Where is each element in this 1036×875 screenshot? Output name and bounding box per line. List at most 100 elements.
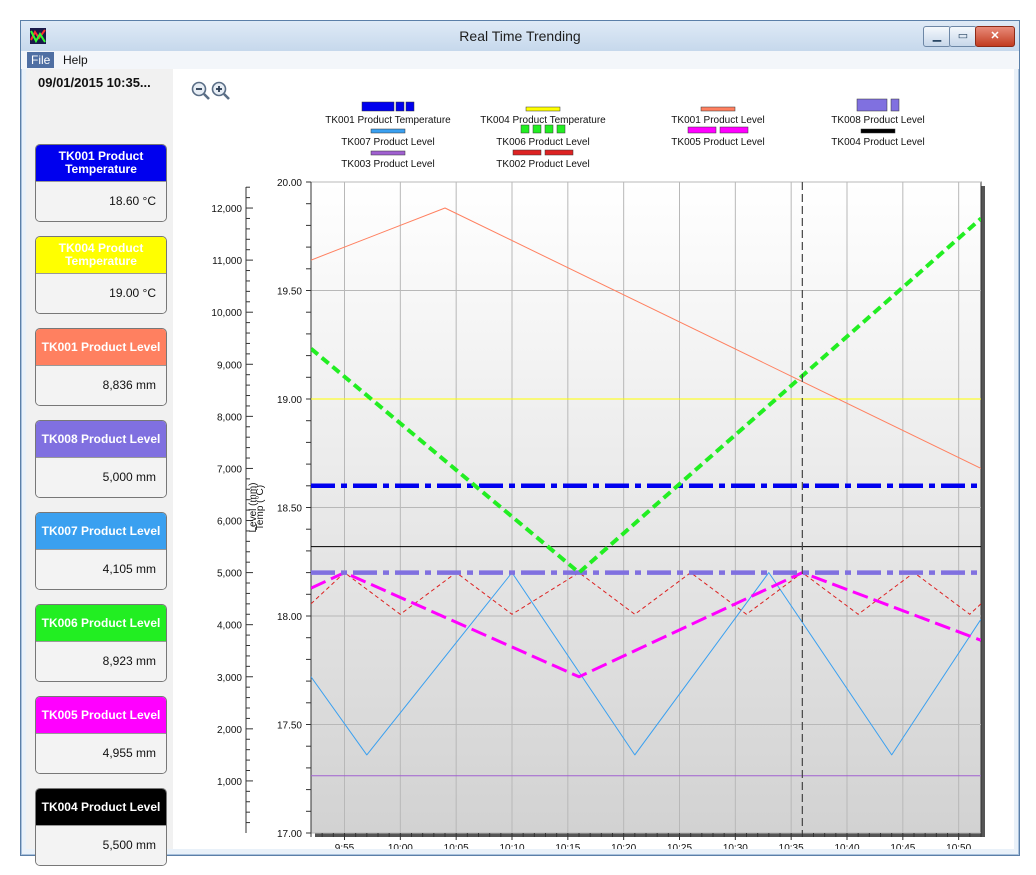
legend-swatch <box>395 101 405 112</box>
temp-tick-label: 20.00 <box>277 178 302 189</box>
x-tick-label: 10:50 <box>946 843 971 849</box>
window-title: Real Time Trending <box>459 28 581 44</box>
legend-label: TK007 Product Level <box>341 137 434 148</box>
legend-label: TK008 Product Level <box>831 115 924 126</box>
tag-panel: 09/01/2015 10:35... TK001 Product Temper… <box>26 69 173 866</box>
temp-tick-label: 19.50 <box>277 287 302 298</box>
tag-tile-label: TK006 Product Level <box>36 605 166 642</box>
close-button[interactable]: ✕ <box>975 26 1015 47</box>
level-tick-label: 6,000 <box>217 517 242 528</box>
x-tick-label: 10:15 <box>555 843 580 849</box>
series-line <box>311 216 981 575</box>
temp-tick-label: 19.00 <box>277 395 302 406</box>
level-axis-label: Level (mm) <box>248 482 259 532</box>
series-line <box>311 572 981 615</box>
tag-tile-value: 19.00 °C <box>36 274 166 313</box>
level-tick-label: 5,000 <box>217 569 242 580</box>
tag-tile-value: 8,836 mm <box>36 366 166 405</box>
tag-tile-value: 18.60 °C <box>36 182 166 221</box>
legend-swatch <box>719 126 749 134</box>
x-tick-label: 10:10 <box>499 843 524 849</box>
legend-swatch <box>544 149 574 156</box>
legend-swatch <box>890 98 900 112</box>
temp-axis-label: Temp (°C) <box>255 485 266 530</box>
level-tick-label: 2,000 <box>217 725 242 736</box>
zoom-in-icon[interactable] <box>211 81 231 101</box>
legend-label: TK004 Product Temperature <box>480 115 606 126</box>
menu-help[interactable]: Help <box>63 53 88 67</box>
legend-swatch <box>544 124 554 134</box>
tag-tile-value: 5,000 mm <box>36 458 166 497</box>
legend-swatch <box>556 124 566 134</box>
tag-tile[interactable]: TK004 Product Temperature 19.00 °C <box>35 236 167 314</box>
x-tick-label: 10:25 <box>667 843 692 849</box>
app-window: Real Time Trending ▁ ▭ ✕ File Help 09/01… <box>20 20 1020 866</box>
tag-tile[interactable]: TK001 Product Temperature 18.60 °C <box>35 144 167 222</box>
legend-label: TK004 Product Level <box>831 137 924 148</box>
app-icon <box>30 28 46 44</box>
temp-tick-label: 17.50 <box>277 721 302 732</box>
x-tick-label: 10:45 <box>890 843 915 849</box>
tag-tile[interactable]: TK006 Product Level 8,923 mm <box>35 604 167 682</box>
legend-swatch <box>525 106 561 112</box>
level-tick-label: 11,000 <box>212 256 242 267</box>
x-tick-label: 10:40 <box>834 843 859 849</box>
chart-area: 9:55 10:00 10:05 10:10 10:15 10:20 10:25 10:30 1… <box>173 69 1014 865</box>
legend-swatch <box>700 106 736 112</box>
legend-swatch <box>687 126 717 134</box>
series-group <box>311 207 981 777</box>
maximize-button[interactable]: ▭ <box>949 26 977 47</box>
tag-tile-label: TK005 Product Level <box>36 697 166 734</box>
tag-tile-label: TK004 Product Temperature <box>36 237 166 274</box>
legend-swatch <box>856 98 888 112</box>
tag-tile-value: 8,923 mm <box>36 642 166 681</box>
tag-tile-label: TK001 Product Temperature <box>36 145 166 182</box>
menu-file[interactable]: File <box>27 52 55 68</box>
temp-tick-label: 18.50 <box>277 504 302 515</box>
legend-swatch <box>532 124 542 134</box>
tag-tile[interactable]: TK007 Product Level 4,105 mm <box>35 512 167 590</box>
temp-tick-label: 18.00 <box>277 612 302 623</box>
legend-label: TK001 Product Temperature <box>325 115 451 126</box>
tag-tile[interactable]: TK001 Product Level 8,836 mm <box>35 328 167 406</box>
series-line <box>311 572 981 756</box>
trend-chart[interactable]: 9:55 10:00 10:05 10:10 10:15 10:20 10:25 10:30 1… <box>173 69 1014 865</box>
zoom-out-icon[interactable] <box>191 81 211 101</box>
x-tick-label: 10:05 <box>444 843 469 849</box>
x-tick-label: 10:00 <box>388 843 413 849</box>
legend-swatch <box>405 101 415 112</box>
legend-label: TK001 Product Level <box>671 115 764 126</box>
legend-label: TK002 Product Level <box>496 159 589 170</box>
tag-tile-label: TK008 Product Level <box>36 421 166 458</box>
menu-bar: File Help <box>21 51 1019 69</box>
tag-tile[interactable]: TK008 Product Level 5,000 mm <box>35 420 167 498</box>
level-tick-label: 4,000 <box>217 621 242 632</box>
x-tick-label: 10:30 <box>723 843 748 849</box>
level-tick-label: 7,000 <box>217 464 242 475</box>
level-tick-label: 8,000 <box>217 412 242 423</box>
legend-label: TK005 Product Level <box>671 137 764 148</box>
temp-tick-label: 17.00 <box>277 829 302 840</box>
tag-tile-label: TK004 Product Level <box>36 789 166 826</box>
tag-tile[interactable]: TK005 Product Level 4,955 mm <box>35 696 167 774</box>
tag-tile-value: 4,105 mm <box>36 550 166 589</box>
legend-swatch <box>361 101 395 112</box>
legend-swatch <box>370 150 406 156</box>
x-tick-label: 10:35 <box>779 843 804 849</box>
level-tick-label: 10,000 <box>211 308 242 319</box>
level-tick-label: 12,000 <box>211 204 242 215</box>
tag-tile-label: TK007 Product Level <box>36 513 166 550</box>
legend-label: TK003 Product Level <box>341 159 434 170</box>
title-bar[interactable]: Real Time Trending ▁ ▭ ✕ <box>21 21 1019 51</box>
legend-swatch <box>860 128 896 134</box>
level-tick-label: 1,000 <box>217 777 242 788</box>
tag-tile-value: 4,955 mm <box>36 734 166 773</box>
legend-swatch <box>512 149 542 156</box>
legend-swatch <box>520 124 530 134</box>
tag-tile[interactable]: TK004 Product Level 5,500 mm <box>35 788 167 866</box>
series-line <box>311 571 981 679</box>
level-tick-label: 9,000 <box>217 360 242 371</box>
x-tick-label: 10:20 <box>611 843 636 849</box>
current-datetime: 09/01/2015 10:35... <box>38 75 151 90</box>
minimize-button[interactable]: ▁ <box>923 26 951 47</box>
